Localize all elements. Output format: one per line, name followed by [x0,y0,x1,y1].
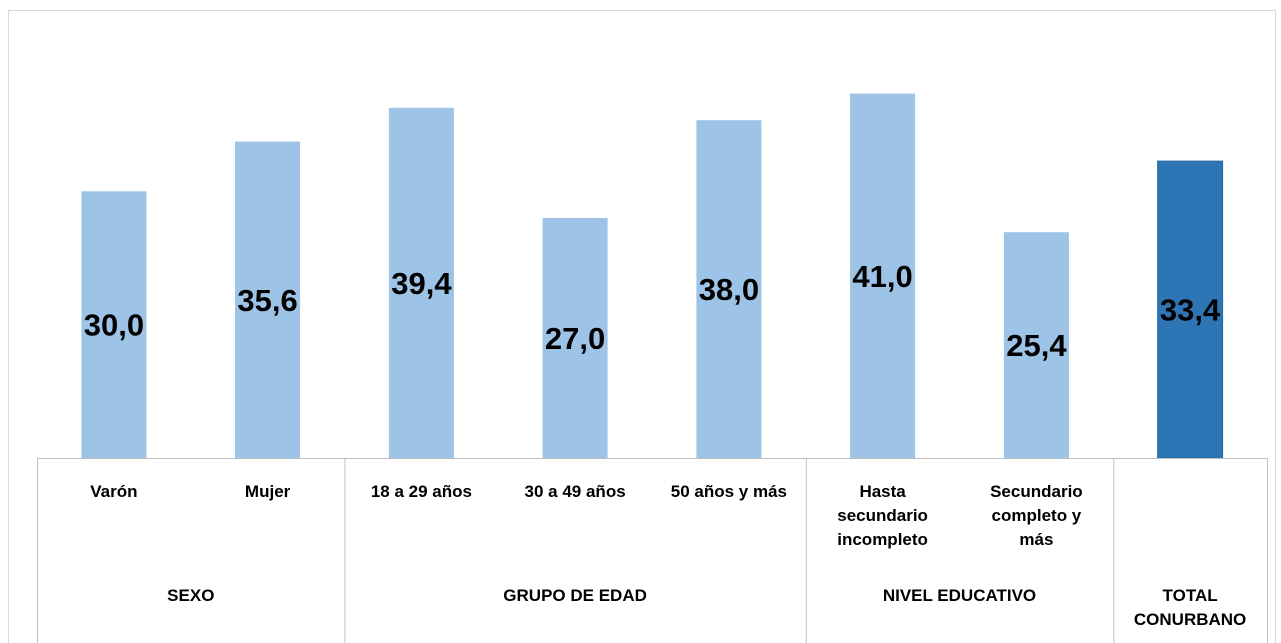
value-label-0: 30,0 [84,308,144,343]
value-label-4: 38,0 [699,272,759,307]
bars-layer [81,93,1224,459]
category-label-1: Mujer [245,482,291,501]
value-label-1: 35,6 [237,283,297,318]
category-label-6: Secundario completo y más [990,482,1083,549]
group-label-2: NIVEL EDUCATIVO [883,586,1036,605]
value-label-5: 41,0 [852,259,912,294]
bar-1 [235,141,301,458]
bar-3 [542,218,608,458]
bar-2 [388,107,454,459]
category-label-2: 18 a 29 años [371,482,472,501]
group-label-3: TOTAL CONURBANO [1134,586,1246,629]
value-label-3: 27,0 [545,321,605,356]
value-label-2: 39,4 [391,266,452,301]
value-label-6: 25,4 [1006,328,1067,363]
value-label-7: 33,4 [1160,293,1221,328]
category-label-0: Varón [90,482,137,501]
bar-0 [81,191,147,459]
bar-7 [1157,160,1224,459]
bar-4 [696,120,762,458]
chart-frame [8,10,1276,643]
bar-6 [1003,232,1069,458]
value-labels-layer: 30,0 35,6 39,4 27,0 38,0 41,0 25,4 33,4 [84,259,1221,363]
category-label-3: 30 a 49 años [525,482,626,501]
category-label-5: Hasta secundario incompleto [837,482,928,549]
bar-5 [850,93,916,458]
group-label-1: GRUPO DE EDAD [503,586,647,605]
group-label-0: SEXO [167,586,214,605]
category-label-4: 50 años y más [671,482,787,501]
